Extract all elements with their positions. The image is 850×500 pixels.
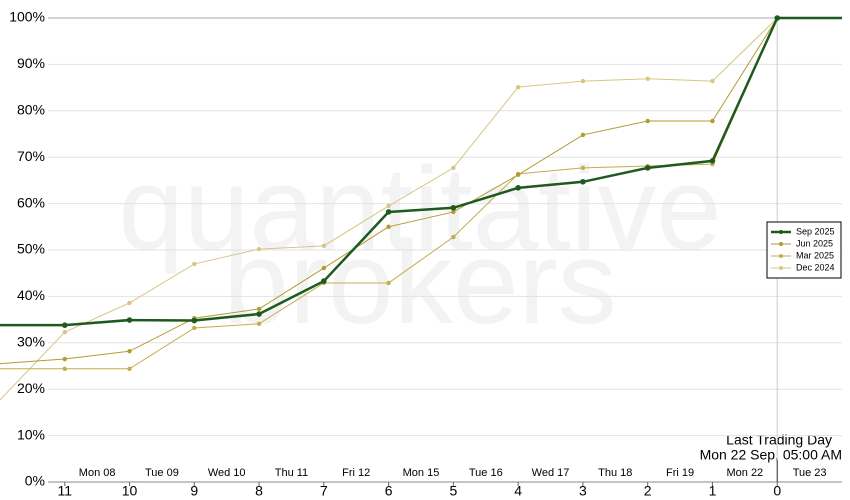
data-point (62, 356, 67, 362)
date-label: Mon 15 (403, 467, 440, 479)
data-point (451, 165, 456, 171)
data-point (450, 204, 457, 211)
data-point (192, 325, 197, 331)
data-point (515, 172, 521, 178)
legend-swatch (779, 254, 783, 258)
x-tick-label: 5 (449, 483, 457, 499)
data-point (385, 209, 392, 215)
data-point (127, 366, 132, 371)
data-point (774, 15, 781, 21)
y-tick-label: 60% (17, 194, 45, 210)
x-tick-label: 6 (385, 483, 393, 499)
series-line (0, 17, 842, 370)
data-point (192, 261, 197, 267)
x-tick-label: 3 (579, 483, 587, 499)
data-point (256, 246, 262, 252)
series-line (0, 17, 842, 401)
data-point (127, 348, 132, 354)
date-label: Wed 10 (208, 467, 246, 479)
date-label: Thu 18 (598, 467, 632, 479)
data-point (256, 321, 262, 326)
data-point (386, 280, 391, 286)
x-tick-label: 8 (255, 483, 263, 499)
legend-label: Sep 2025 (796, 226, 835, 236)
y-tick-label: 80% (17, 102, 45, 118)
data-point (580, 178, 586, 185)
x-tick-label: 4 (514, 483, 522, 499)
data-point (580, 132, 586, 138)
legend-swatch (779, 230, 783, 234)
data-point (321, 265, 327, 271)
data-point (62, 329, 67, 335)
data-point (321, 278, 327, 284)
data-point (710, 78, 715, 84)
data-point (645, 118, 650, 124)
date-label: Thu 11 (275, 467, 308, 479)
x-tick-label: 11 (57, 483, 72, 499)
date-label: Mon 08 (79, 467, 116, 479)
legend-label: Dec 2024 (796, 262, 835, 272)
y-tick-label: 30% (17, 334, 45, 350)
data-point (191, 317, 198, 324)
watermark: brokers (223, 217, 616, 349)
series-line (0, 17, 842, 365)
data-point (644, 165, 651, 171)
data-point (645, 76, 650, 81)
legend-swatch (779, 242, 783, 246)
x-tick-label: 9 (190, 483, 198, 499)
data-point (710, 118, 715, 124)
x-tick-label: 1 (709, 483, 717, 499)
data-point (256, 311, 262, 317)
y-tick-label: 0% (25, 473, 45, 489)
x-tick-label: 0 (773, 483, 781, 499)
x-tick-label: 2 (644, 483, 652, 499)
legend-label: Jun 2025 (796, 238, 833, 248)
data-point (580, 165, 586, 171)
data-point (515, 185, 521, 191)
y-tick-label: 50% (17, 241, 45, 257)
data-point (256, 306, 262, 312)
y-tick-label: 20% (17, 380, 45, 396)
data-point (515, 84, 521, 90)
data-point (451, 234, 456, 240)
date-label: Fri 12 (342, 467, 370, 479)
date-label: Tue 09 (145, 467, 179, 479)
data-point (61, 322, 68, 328)
series-line (0, 16, 842, 327)
data-point (451, 209, 456, 215)
date-label: Wed 17 (532, 467, 570, 479)
data-point (709, 158, 716, 164)
x-tick-label: 7 (320, 483, 328, 499)
x-tick-label: 10 (122, 483, 138, 499)
y-tick-label: 70% (17, 148, 45, 164)
y-tick-label: 40% (17, 287, 45, 303)
date-label: Tue 23 (793, 467, 827, 479)
data-point (321, 243, 327, 249)
data-point (62, 366, 67, 371)
legend-swatch (779, 266, 783, 270)
y-tick-label: 100% (9, 9, 45, 25)
date-label: Tue 16 (469, 467, 503, 479)
y-tick-label: 10% (17, 426, 45, 442)
data-point (127, 300, 132, 306)
legend-label: Mar 2025 (796, 250, 834, 260)
data-point (580, 78, 586, 84)
data-point (386, 203, 391, 209)
annotation: Last Trading Day (726, 432, 832, 448)
annotation: Mon 22 Sep, 05:00 AM (700, 447, 842, 463)
legend: Sep 2025 Jun 2025 Mar 2025 Dec 2024 (766, 221, 842, 279)
date-label: Fri 19 (666, 467, 694, 479)
y-tick-label: 90% (17, 55, 45, 71)
data-point (386, 224, 391, 229)
date-label: Mon 22 (726, 467, 763, 479)
data-point (126, 317, 133, 323)
